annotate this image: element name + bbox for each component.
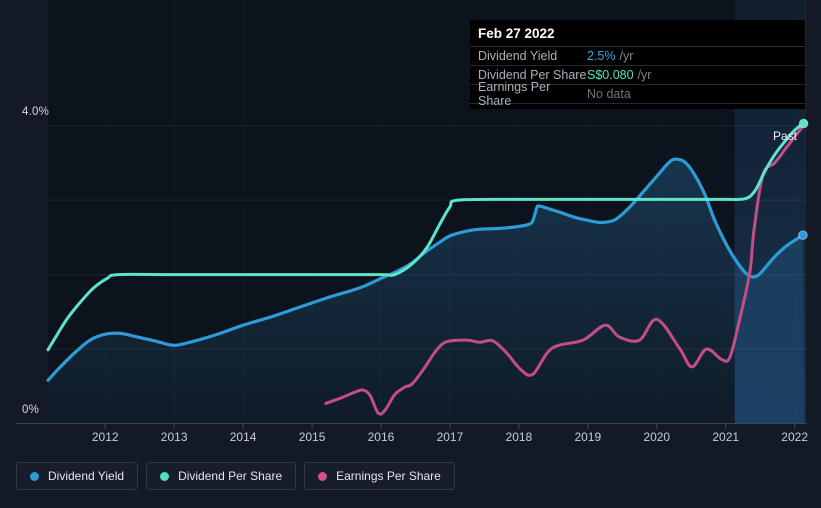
tooltip-unit: /yr (619, 49, 634, 63)
dividend-yield-line (46, 157, 805, 382)
chart-tooltip: Feb 27 2022 Dividend Yield 2.5% /yr Divi… (470, 20, 805, 109)
tooltip-label: Earnings Per Share (478, 80, 551, 108)
tooltip-value: S$0.080 (587, 68, 634, 82)
dividend-per-share-end-dot (798, 118, 809, 129)
legend-item-earnings-per-share[interactable]: Earnings Per Share (304, 462, 455, 490)
tooltip-label: Dividend Per Share (478, 68, 587, 82)
legend-item-dividend-yield[interactable]: Dividend Yield (16, 462, 139, 490)
tooltip-row-dividend-per-share: Dividend Per Share S$0.080 /yr (470, 66, 805, 85)
x-axis-labels: 2012 2013 2014 2015 2016 2017 2018 2019 2020 2021… (0, 430, 821, 446)
x-tick-label-2016: 2016 (367, 430, 395, 444)
x-tick-label-2018: 2018 (505, 430, 533, 444)
x-tick-label-2022: 2022 (781, 430, 809, 444)
dividend-yield-area (48, 159, 803, 424)
chart-legend: Dividend Yield Dividend Per Share Earnin… (16, 462, 455, 490)
dividend-per-share-swatch-icon (160, 471, 170, 481)
x-tick-label-2019: 2019 (574, 430, 602, 444)
x-tick-label-2020: 2020 (643, 430, 671, 444)
earnings-per-share-swatch-icon (318, 471, 328, 481)
tooltip-unit: /yr (637, 68, 652, 82)
x-tick-label-2013: 2013 (160, 430, 188, 444)
x-tick-label-2014: 2014 (229, 430, 257, 444)
dividend-per-share-line (46, 122, 806, 352)
tooltip-date: Feb 27 2022 (470, 20, 805, 47)
x-tick-label-2015: 2015 (298, 430, 326, 444)
y-axis-label-bottom: 0% (22, 404, 40, 416)
y-axis-label-top: 4.0% (22, 106, 50, 118)
past-label: Past (772, 129, 797, 143)
dividend-yield-swatch-icon (30, 471, 39, 481)
legend-label: Dividend Per Share (178, 469, 283, 483)
tooltip-label: Dividend Yield (478, 49, 558, 63)
tooltip-value: No data (587, 87, 631, 101)
earnings-per-share-line (324, 126, 804, 416)
x-tick-label-2021: 2021 (712, 430, 740, 444)
dividend-yield-end-dot (798, 230, 808, 240)
x-tick-label-2017: 2017 (436, 430, 464, 444)
tooltip-row-dividend-yield: Dividend Yield 2.5% /yr (470, 47, 805, 66)
x-tick-label-2012: 2012 (91, 430, 119, 444)
tooltip-row-earnings-per-share: Earnings Per Share No data (470, 80, 805, 108)
legend-label: Earnings Per Share (336, 469, 441, 483)
legend-item-dividend-per-share[interactable]: Dividend Per Share (146, 462, 297, 490)
legend-label: Dividend Yield (48, 469, 125, 483)
dividend-history-chart[interactable]: 4.0% 0% Past 2012 2013 2014 2015 2016 2017 201… (0, 0, 821, 452)
tooltip-value: 2.5% (587, 49, 616, 63)
